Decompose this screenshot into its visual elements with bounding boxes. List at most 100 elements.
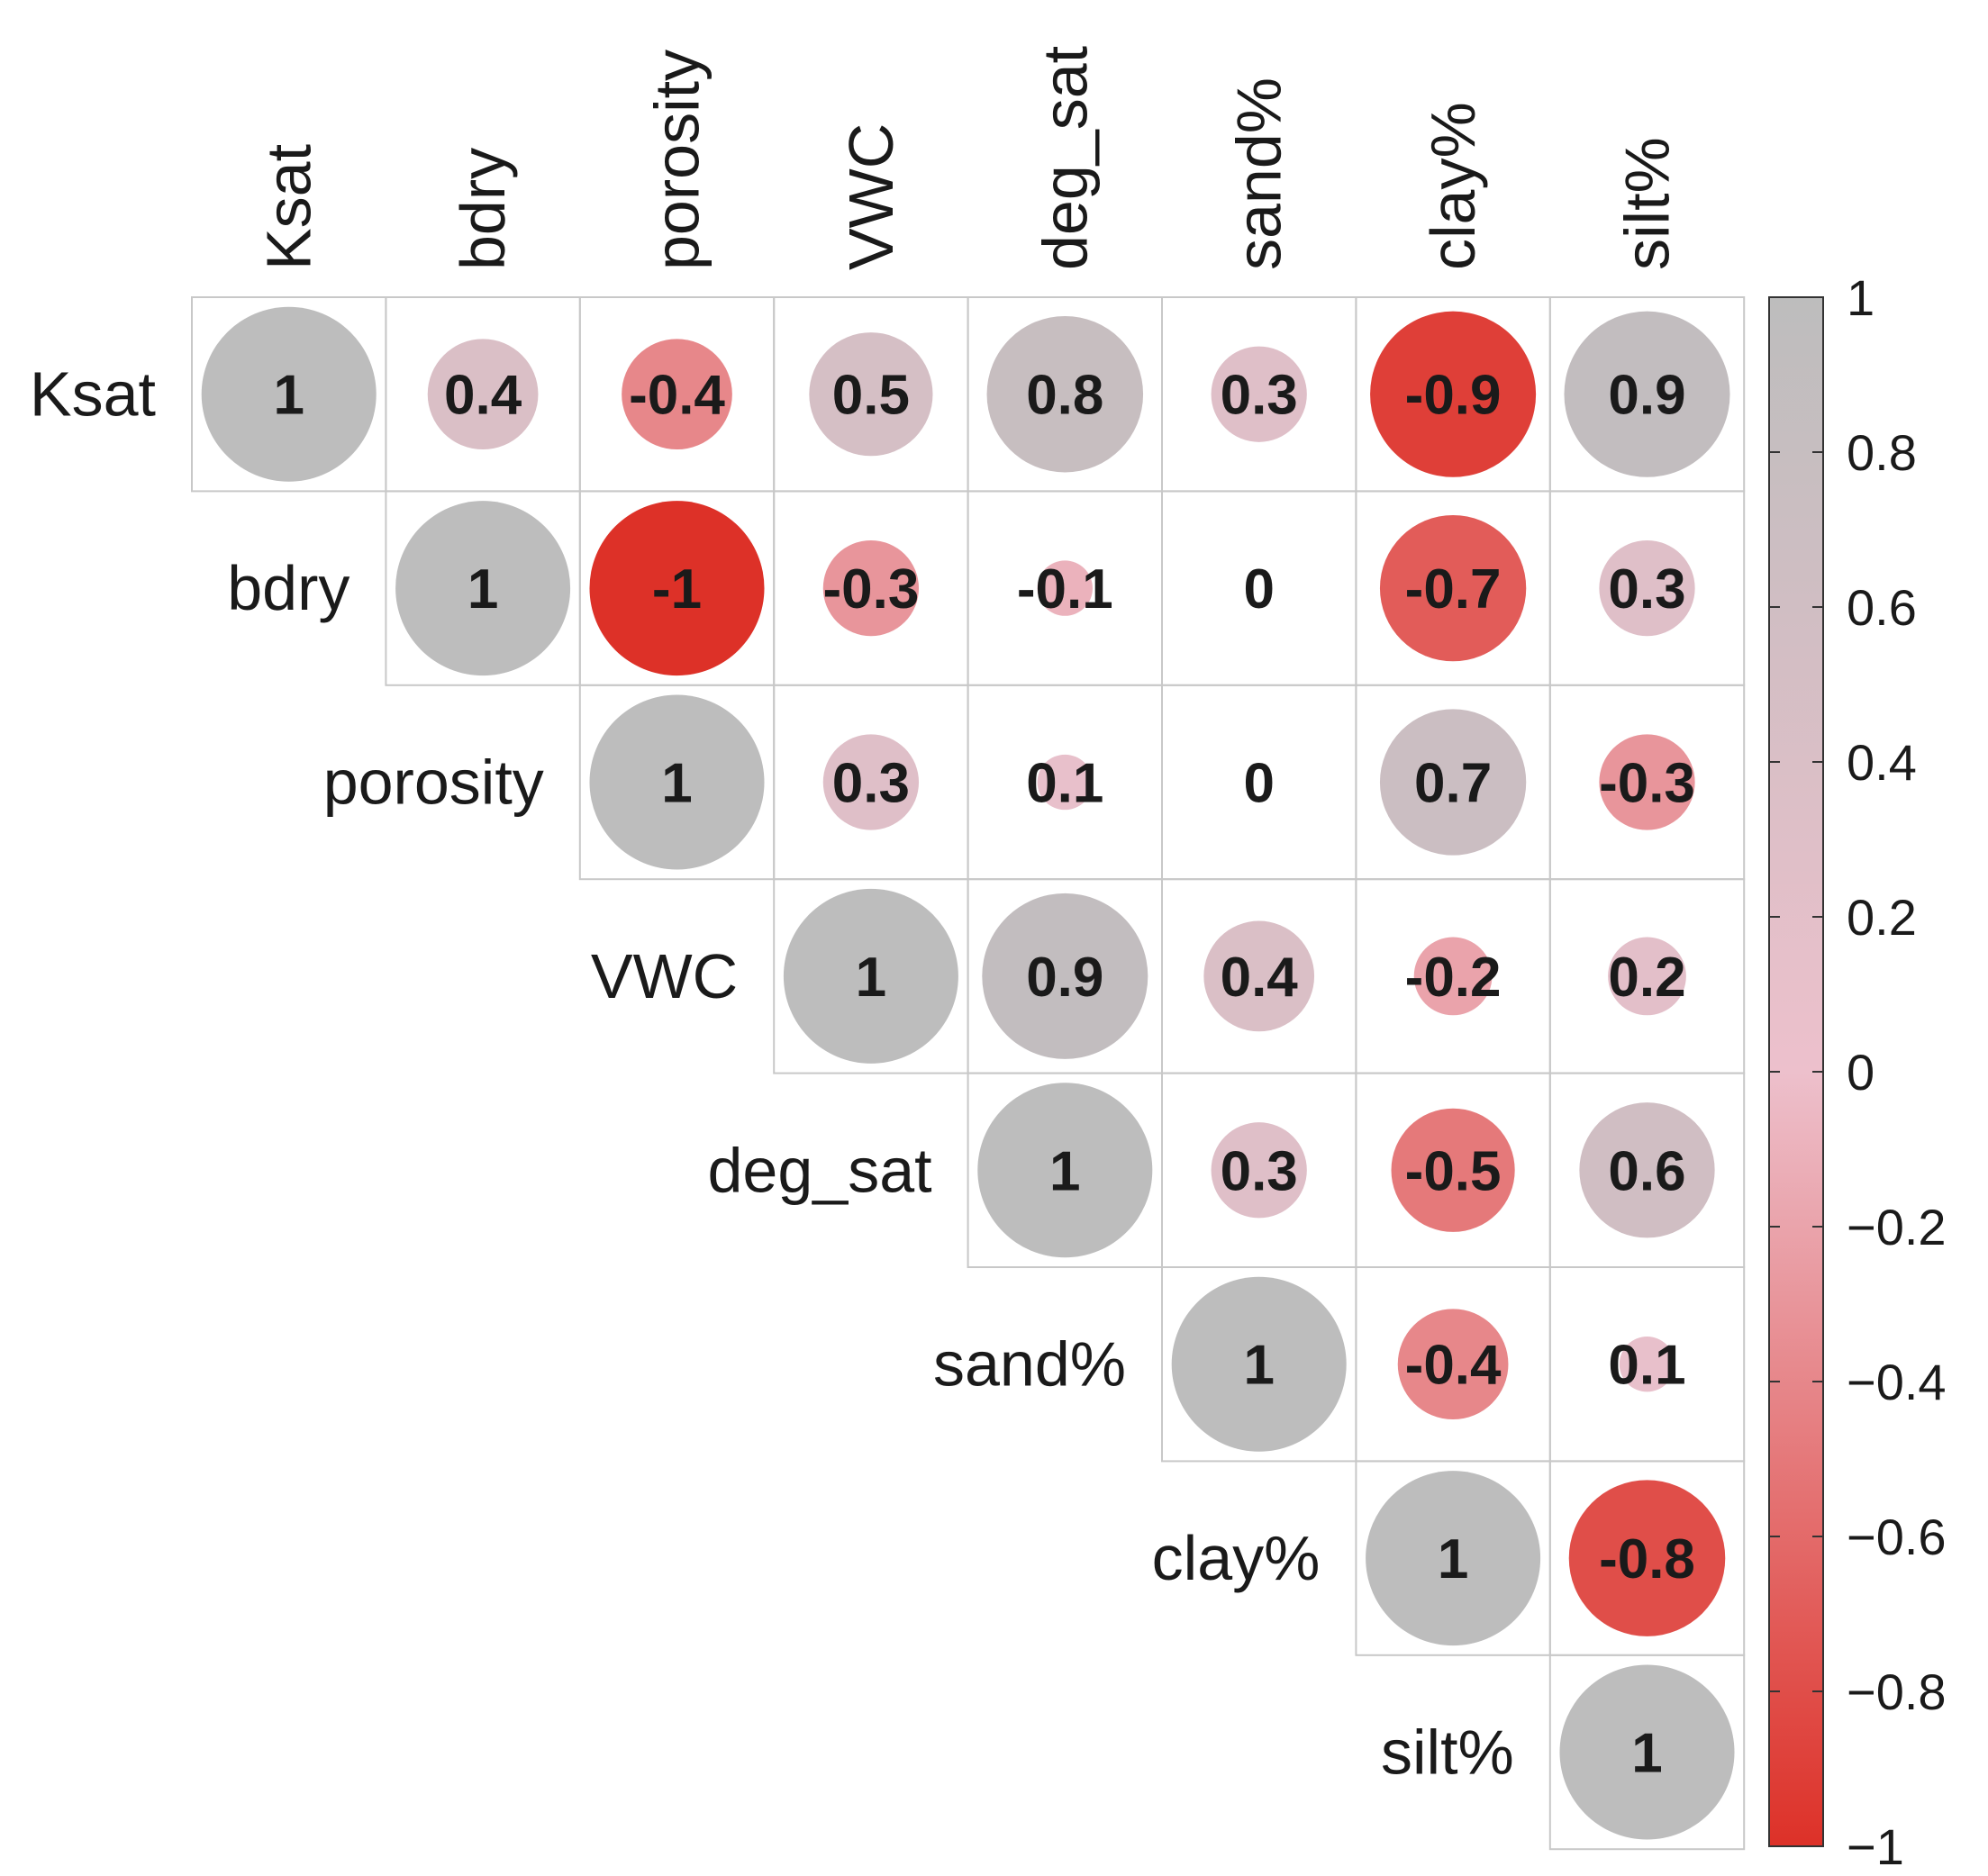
- correlation-circle: [1579, 1102, 1715, 1238]
- correlation-circle: [1379, 709, 1527, 856]
- row-label: sand%: [933, 1329, 1126, 1400]
- colorbar-tick-label: 0.6: [1847, 579, 1917, 636]
- correlation-value: 1: [661, 753, 692, 815]
- colorbar-tick-label: −0.8: [1847, 1663, 1947, 1720]
- row-label: bdry: [227, 553, 349, 623]
- correlation-value: 0.4: [444, 365, 522, 427]
- correlation-value: -0.3: [1599, 753, 1695, 815]
- correlation-circle: [1037, 560, 1093, 616]
- correlation-value: 0.3: [832, 753, 910, 815]
- column-label: sand%: [1224, 77, 1294, 270]
- correlation-value: -0.2: [1405, 947, 1502, 1009]
- colorbar-ticks: 1 0.8 0.6 0.4 0.2 0 −0.2 −0.4 −0.6 −0.8 −1: [1769, 269, 1947, 1875]
- row-label: VWC: [591, 941, 738, 1011]
- correlation-circle: [1608, 937, 1686, 1016]
- correlation-value: -0.7: [1405, 558, 1502, 621]
- colorbar-tick-label: 0.4: [1847, 734, 1917, 791]
- correlation-circle: [1037, 754, 1093, 811]
- correlation-value: 1: [1438, 1528, 1468, 1591]
- colorbar: 1 0.8 0.6 0.4 0.2 0 −0.2 −0.4 −0.6 −0.8 −1: [1768, 269, 1947, 1875]
- correlation-circle: [1379, 514, 1527, 662]
- correlation-value: 0.2: [1608, 947, 1685, 1009]
- column-label: porosity: [642, 50, 713, 270]
- correlation-circle: [783, 888, 958, 1064]
- correlation-value: 0: [1243, 753, 1274, 815]
- correlation-value: -0.9: [1405, 365, 1502, 427]
- correlation-circle: [1397, 1309, 1509, 1420]
- correlation-value: 0.3: [1221, 365, 1298, 427]
- grid-lines: [191, 296, 1746, 1851]
- column-label: clay%: [1418, 102, 1488, 270]
- column-label: silt%: [1612, 137, 1683, 270]
- correlation-circle: [822, 734, 920, 830]
- correlation-value: 0.7: [1414, 753, 1492, 815]
- correlation-value: 1: [856, 947, 886, 1009]
- correlation-circle: [589, 501, 765, 676]
- correlation-circle: [589, 694, 765, 870]
- correlation-value: -0.4: [1405, 1335, 1502, 1397]
- colorbar-tick-label: −0.2: [1847, 1199, 1947, 1255]
- correlation-value: 0.9: [1608, 365, 1685, 427]
- correlation-value: 0.5: [832, 365, 910, 427]
- grid-cell: [1548, 1654, 1746, 1851]
- correlation-circle: [1564, 311, 1730, 477]
- row-label: clay%: [1152, 1523, 1321, 1593]
- correlation-value: -1: [652, 558, 702, 621]
- correlation-circle: [395, 501, 571, 676]
- colorbar-tick-label: 0.2: [1847, 889, 1917, 946]
- variable-labels: Ksat Ksat bdry bdry porosity porosity VWC VWC de…: [30, 46, 1683, 1788]
- correlation-circle: [1599, 539, 1695, 637]
- colorbar-tick-label: −0.6: [1847, 1509, 1947, 1565]
- correlation-value: -0.3: [822, 558, 919, 621]
- correlation-value: 1: [1631, 1723, 1662, 1785]
- correlation-circle: [822, 539, 920, 637]
- column-label: bdry: [448, 148, 518, 270]
- correlation-circle: [1619, 1337, 1675, 1392]
- correlation-circle: [1171, 1276, 1347, 1452]
- correlation-circle: [1599, 734, 1695, 830]
- correlation-value: 1: [467, 558, 498, 621]
- row-label: silt%: [1381, 1717, 1514, 1788]
- correlation-circle: [622, 339, 732, 450]
- correlation-value: 1: [1243, 1335, 1274, 1397]
- correlation-circle: [986, 315, 1144, 473]
- colorbar-tick-label: −1: [1847, 1818, 1904, 1875]
- correlation-value: 0.4: [1221, 947, 1299, 1009]
- correlation-circle: [201, 306, 377, 482]
- correlation-value: 0.9: [1026, 947, 1103, 1009]
- correlation-circle: [982, 893, 1148, 1059]
- correlation-circle: [1203, 920, 1315, 1032]
- correlation-circle: [977, 1083, 1153, 1258]
- correlation-value: -0.5: [1405, 1140, 1502, 1202]
- correlation-circle: [1413, 937, 1493, 1016]
- colorbar-tick-label: 0.8: [1847, 424, 1917, 481]
- correlation-values: 1 0.4 -0.4 0.5 0.8 0.3 -0.9 0.9 1 -1 -0.3 -0.1 0 -0.7…: [273, 365, 1694, 1785]
- correlation-value: 0.8: [1026, 365, 1103, 427]
- colorbar-tick-label: 0: [1847, 1044, 1875, 1101]
- correlation-value: 0.3: [1221, 1140, 1298, 1202]
- correlation-circle: [809, 332, 933, 457]
- correlation-value: 0.1: [1026, 753, 1103, 815]
- correlation-circle: [1211, 1122, 1307, 1219]
- correlation-circle: [1568, 1480, 1726, 1636]
- correlation-value: 0.3: [1608, 558, 1685, 621]
- correlation-value: 1: [273, 365, 304, 427]
- correlation-value: 0.1: [1608, 1335, 1685, 1397]
- column-label: VWC: [836, 123, 906, 270]
- correlation-value: 0.6: [1608, 1140, 1685, 1202]
- row-label: deg_sat: [707, 1135, 931, 1205]
- row-label: Ksat: [30, 359, 156, 430]
- correlation-value: -0.4: [629, 365, 725, 427]
- correlation-circle: [1559, 1664, 1735, 1840]
- correlation-value: -0.1: [1017, 558, 1113, 621]
- correlation-circle: [1366, 1471, 1541, 1646]
- correlation-value: 1: [1049, 1140, 1080, 1202]
- row-label: porosity: [323, 748, 544, 818]
- correlation-value: 0: [1243, 558, 1274, 621]
- correlation-circle: [1211, 346, 1307, 442]
- correlation-value: -0.8: [1599, 1528, 1695, 1591]
- correlation-circle: [427, 339, 539, 450]
- colorbar-tick-label: 1: [1847, 269, 1875, 326]
- column-label: Ksat: [254, 144, 324, 270]
